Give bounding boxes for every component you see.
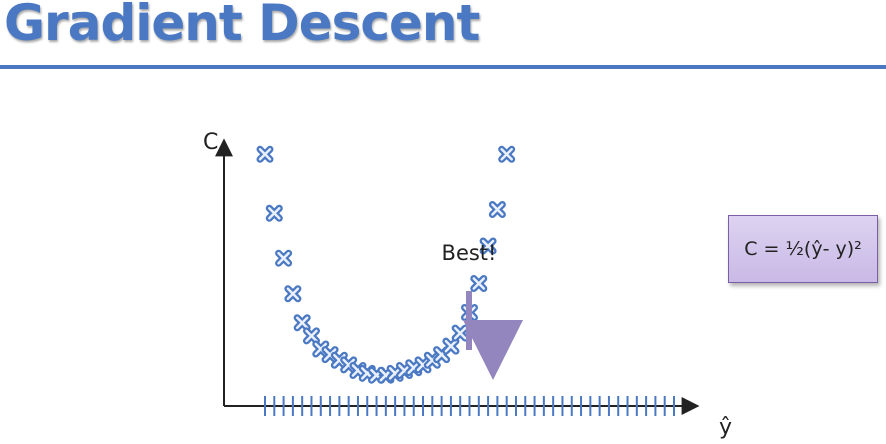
cost-formula-box: C = ½(ŷ- y)²: [728, 215, 878, 283]
scatter-point-21: [451, 324, 469, 342]
title-divider: [0, 65, 886, 69]
scatter-point-2: [275, 249, 293, 267]
y-axis-label: C: [203, 130, 218, 155]
scatter-point-1: [265, 204, 283, 222]
scatter-point-23: [470, 274, 488, 292]
x-axis-label: ŷ: [719, 415, 732, 440]
scatter-point-20: [442, 337, 460, 355]
x-tick-marks: [264, 396, 675, 416]
scatter-points: [256, 145, 516, 384]
scatter-point-3: [284, 285, 302, 303]
best-annotation: Best!: [442, 241, 497, 265]
cost-formula: C = ½(ŷ- y)²: [744, 238, 862, 260]
scatter-point-4: [293, 314, 311, 332]
scatter-point-26: [498, 145, 516, 163]
scatter-point-5: [302, 327, 320, 345]
page-title: Gradient Descent: [4, 0, 480, 52]
scatter-point-25: [488, 201, 506, 219]
scatter-point-24: [479, 237, 497, 255]
scatter-point-0: [256, 145, 274, 163]
